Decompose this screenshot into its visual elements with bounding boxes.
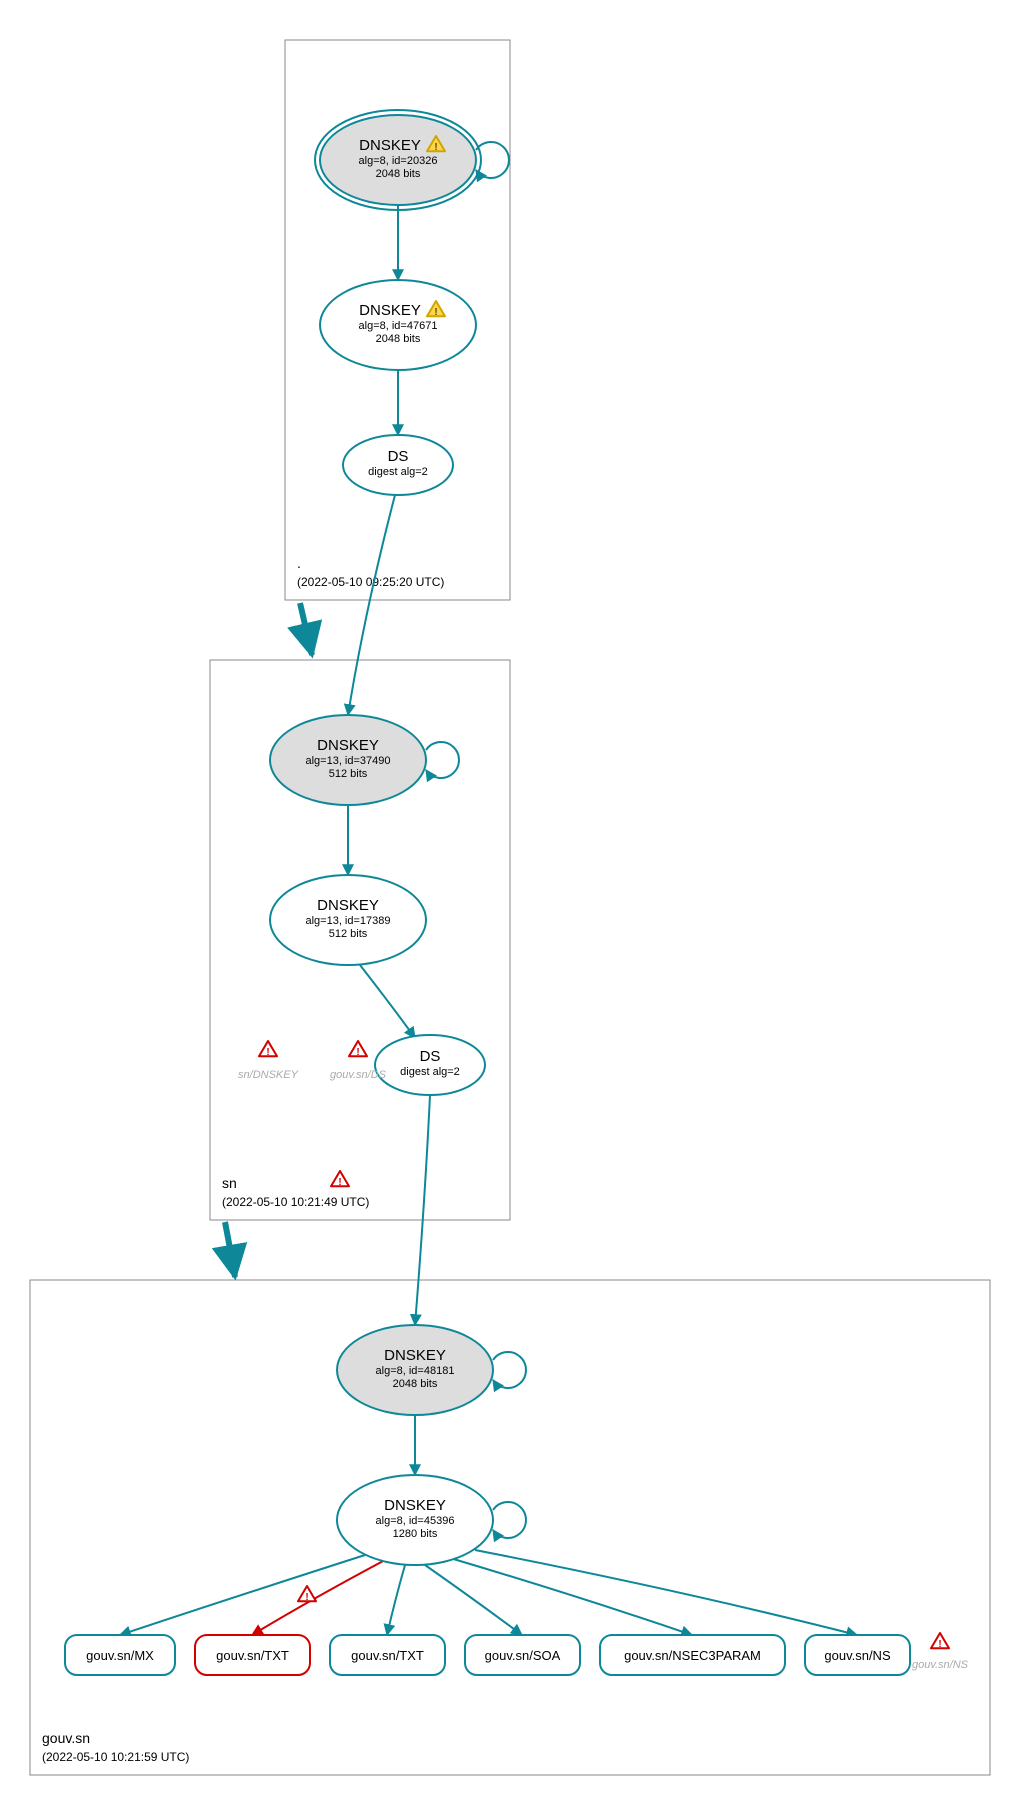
warning-icon: ! bbox=[331, 1171, 349, 1188]
rr-soa: gouv.sn/SOA bbox=[465, 1635, 580, 1675]
node-sub1: alg=8, id=47671 bbox=[359, 320, 438, 332]
node-gouv_zsk: DNSKEYalg=8, id=453961280 bits bbox=[337, 1475, 493, 1565]
zone-timestamp-gouv: (2022-05-10 10:21:59 UTC) bbox=[42, 1750, 189, 1764]
rr-label: gouv.sn/NSEC3PARAM bbox=[624, 1648, 761, 1663]
node-sub1: alg=8, id=48181 bbox=[376, 1365, 455, 1377]
node-sub1: alg=8, id=20326 bbox=[359, 155, 438, 167]
self-loop bbox=[426, 742, 459, 778]
rr-mx: gouv.sn/MX bbox=[65, 1635, 175, 1675]
node-root_zsk: DNSKEYalg=8, id=476712048 bits! bbox=[320, 280, 476, 370]
ghost-gouv_ds: gouv.sn/DS bbox=[330, 1069, 387, 1081]
node-title: DNSKEY bbox=[317, 737, 379, 754]
dnssec-diagram: . (2022-05-10 09:25:20 UTC) sn (2022-05-10 … bbox=[0, 0, 1023, 1807]
zone-label-gouv: gouv.sn bbox=[42, 1730, 90, 1746]
self-loop bbox=[493, 1502, 526, 1538]
zone-delegation-arrow bbox=[300, 603, 312, 655]
rr-label: gouv.sn/NS bbox=[824, 1648, 891, 1663]
rr-label: gouv.sn/TXT bbox=[216, 1648, 289, 1663]
node-title: DS bbox=[388, 448, 409, 465]
node-gouv_ksk: DNSKEYalg=8, id=481812048 bits bbox=[337, 1325, 493, 1415]
edge bbox=[475, 1550, 857, 1635]
self-loop bbox=[493, 1352, 526, 1388]
warning-icon: ! bbox=[349, 1041, 367, 1058]
node-sn_ds: DSdigest alg=2 bbox=[375, 1035, 485, 1095]
node-title: DNSKEY bbox=[384, 1497, 446, 1514]
ghost-gouv_ns: gouv.sn/NS bbox=[912, 1659, 969, 1671]
rr-txt2: gouv.sn/TXT bbox=[330, 1635, 445, 1675]
warning-icon: ! bbox=[298, 1586, 316, 1603]
zone-box-gouv bbox=[30, 1280, 990, 1775]
node-sub2: 512 bits bbox=[329, 928, 368, 940]
node-sub1: alg=13, id=37490 bbox=[305, 755, 390, 767]
rr-label: gouv.sn/SOA bbox=[485, 1648, 561, 1663]
warning-icon: ! bbox=[931, 1633, 949, 1650]
node-sub2: 2048 bits bbox=[393, 1378, 438, 1390]
node-title: DS bbox=[420, 1048, 441, 1065]
ghost-sn_dnskey: sn/DNSKEY bbox=[238, 1069, 299, 1081]
svg-text:!: ! bbox=[434, 142, 437, 153]
node-sub2: 2048 bits bbox=[376, 168, 421, 180]
edge bbox=[387, 1565, 405, 1635]
node-sub2: 1280 bits bbox=[393, 1528, 438, 1540]
edge bbox=[415, 1095, 430, 1325]
node-title: DNSKEY bbox=[317, 897, 379, 914]
zone-label-sn: sn bbox=[222, 1175, 237, 1191]
warning-icon: ! bbox=[259, 1041, 277, 1058]
zone-label-root: . bbox=[297, 555, 301, 571]
node-title: DNSKEY bbox=[359, 302, 421, 319]
edge bbox=[252, 1560, 385, 1635]
node-root_ds: DSdigest alg=2 bbox=[343, 435, 453, 495]
svg-text:!: ! bbox=[356, 1047, 359, 1058]
node-sub1: alg=8, id=45396 bbox=[376, 1515, 455, 1527]
edge bbox=[360, 965, 415, 1038]
rr-label: gouv.sn/TXT bbox=[351, 1648, 424, 1663]
zone-timestamp-sn: (2022-05-10 10:21:49 UTC) bbox=[222, 1195, 369, 1209]
edge bbox=[120, 1555, 365, 1635]
node-sub2: 512 bits bbox=[329, 768, 368, 780]
rr-nsec3: gouv.sn/NSEC3PARAM bbox=[600, 1635, 785, 1675]
node-title: DNSKEY bbox=[359, 137, 421, 154]
svg-text:!: ! bbox=[338, 1177, 341, 1188]
svg-text:!: ! bbox=[266, 1047, 269, 1058]
node-sub2: 2048 bits bbox=[376, 333, 421, 345]
rr-txt1: gouv.sn/TXT bbox=[195, 1635, 310, 1675]
node-sn_ksk: DNSKEYalg=13, id=37490512 bits bbox=[270, 715, 426, 805]
node-title: DNSKEY bbox=[384, 1347, 446, 1364]
zone-timestamp-root: (2022-05-10 09:25:20 UTC) bbox=[297, 575, 444, 589]
zone-delegation-arrow bbox=[225, 1222, 235, 1277]
node-sub1: digest alg=2 bbox=[400, 1066, 460, 1078]
node-sub1: digest alg=2 bbox=[368, 466, 428, 478]
edge bbox=[348, 495, 395, 715]
svg-text:!: ! bbox=[305, 1592, 308, 1603]
rr-ns: gouv.sn/NS bbox=[805, 1635, 910, 1675]
rr-label: gouv.sn/MX bbox=[86, 1648, 154, 1663]
node-root_ksk: DNSKEYalg=8, id=203262048 bits! bbox=[315, 110, 481, 210]
node-sn_zsk: DNSKEYalg=13, id=17389512 bits bbox=[270, 875, 426, 965]
svg-text:!: ! bbox=[434, 307, 437, 318]
node-sub1: alg=13, id=17389 bbox=[305, 915, 390, 927]
svg-text:!: ! bbox=[938, 1639, 941, 1650]
